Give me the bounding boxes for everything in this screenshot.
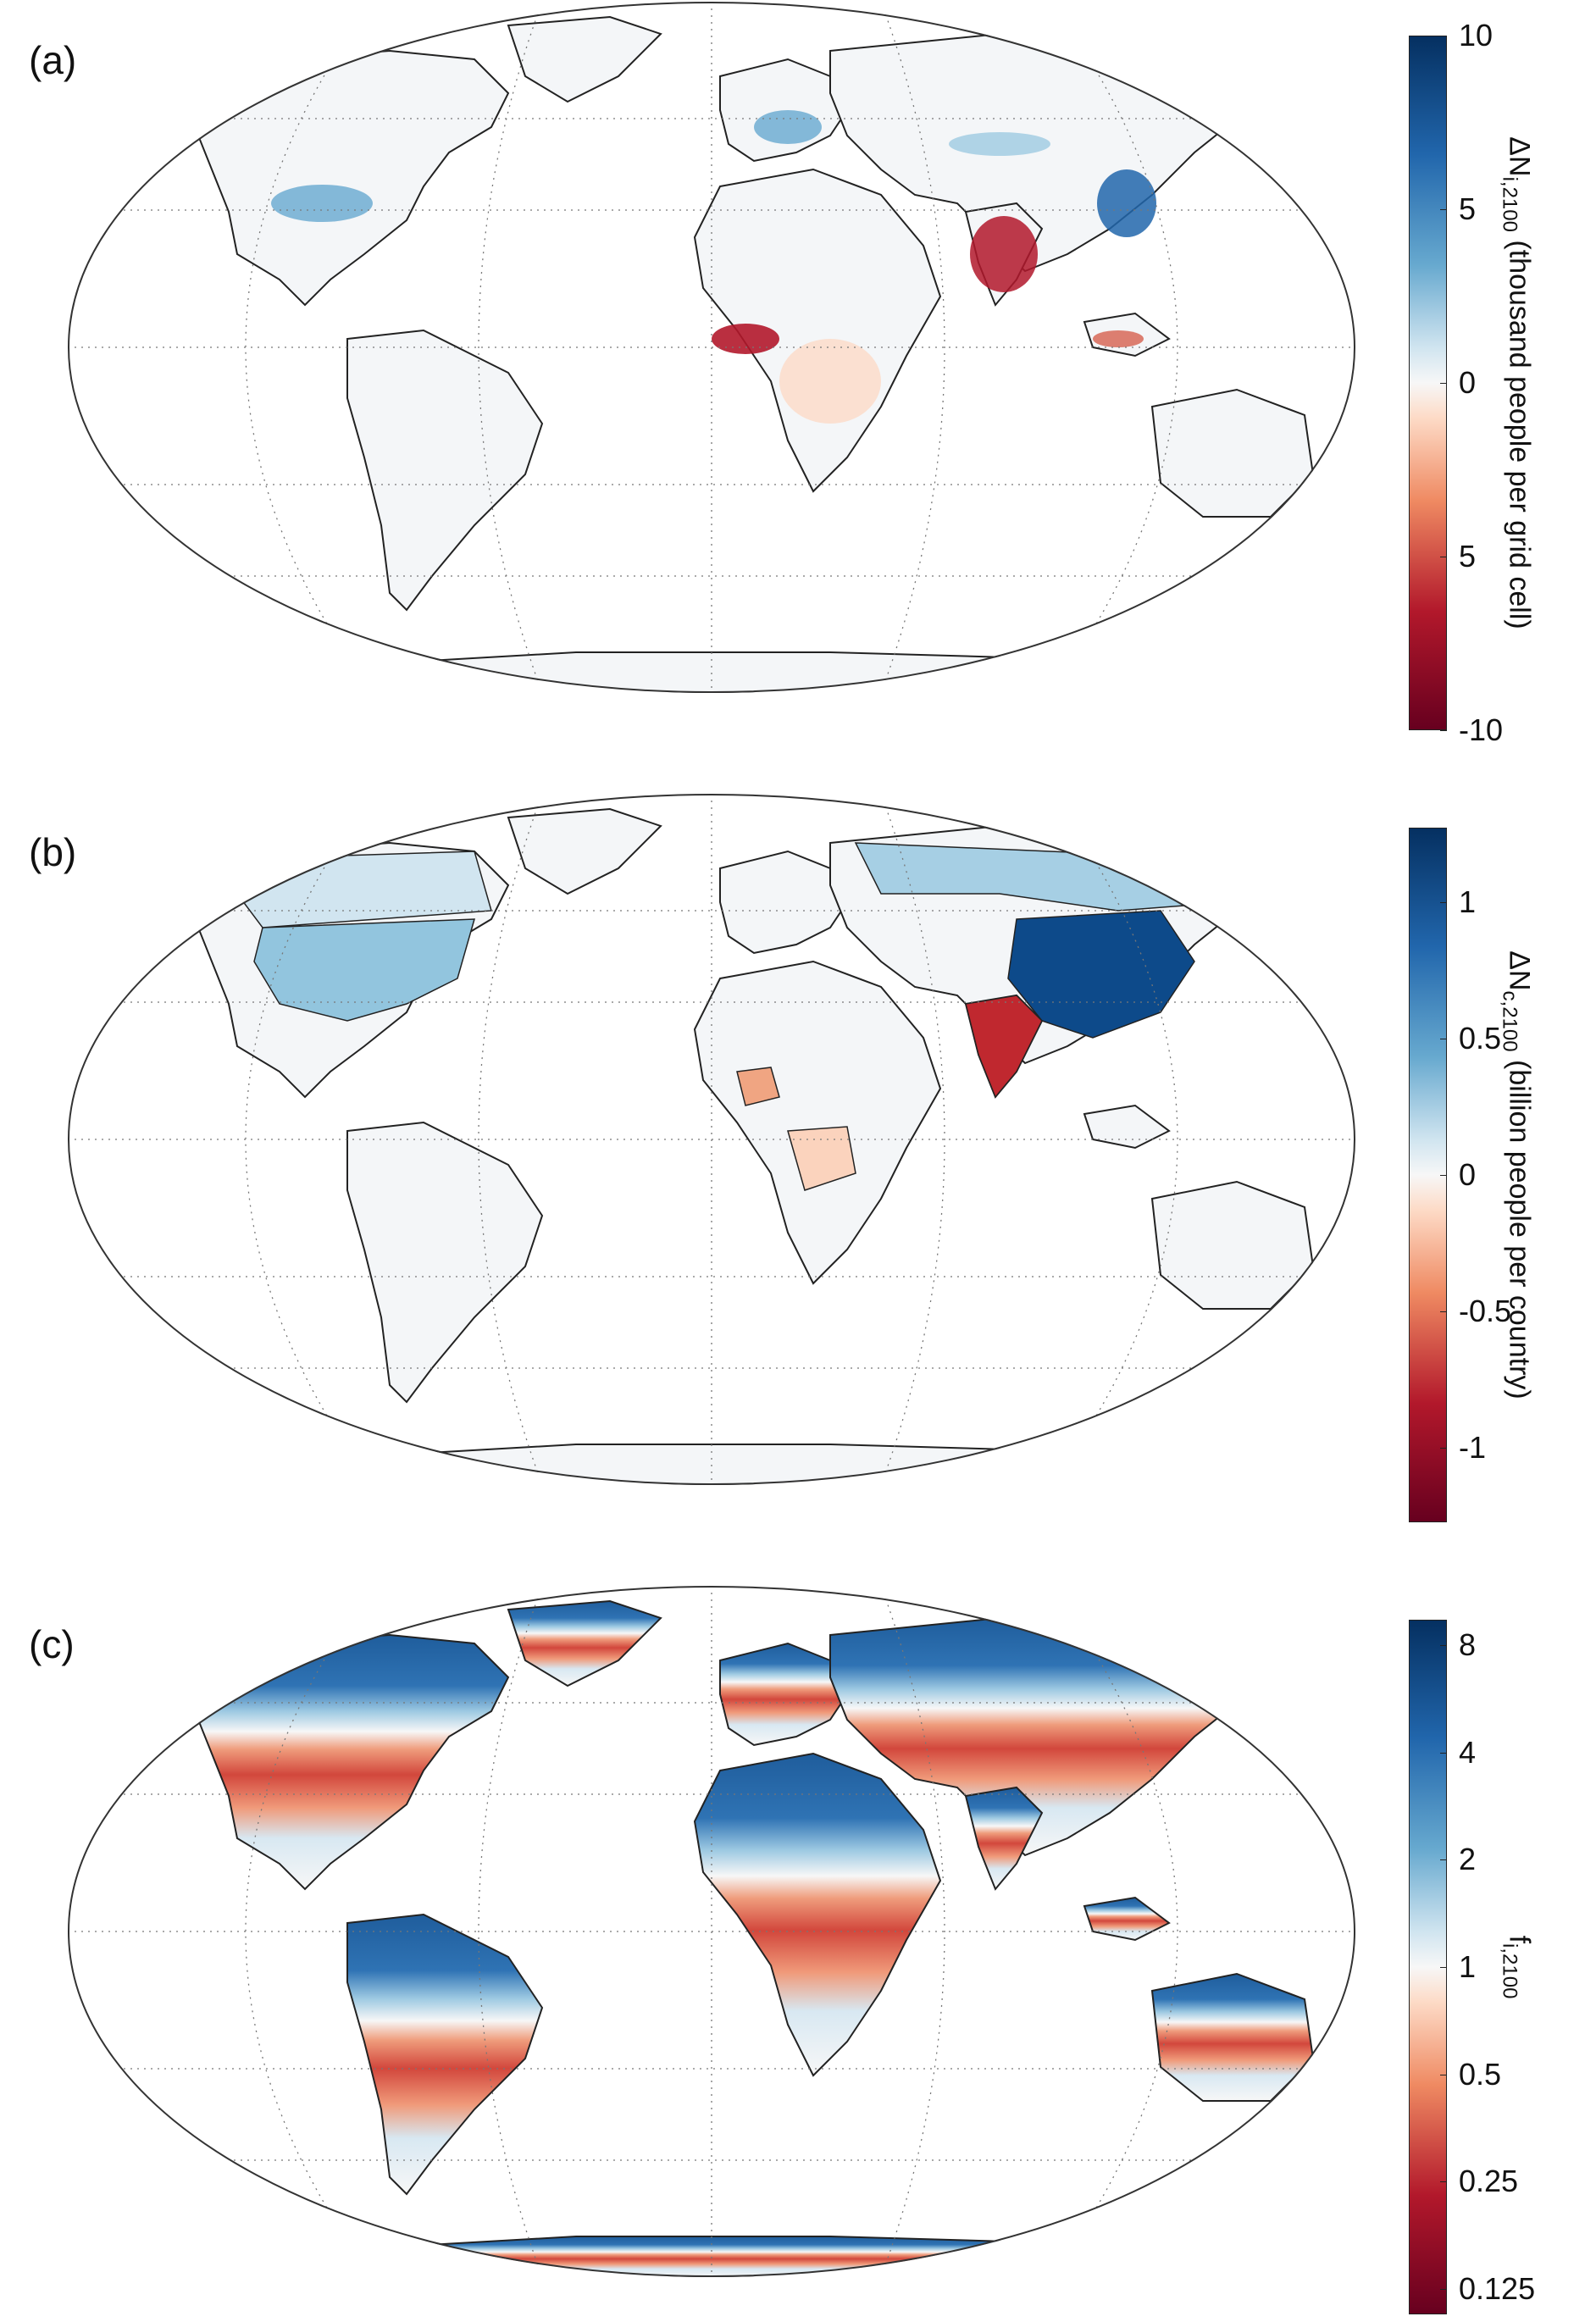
country-india <box>965 995 1043 1099</box>
tick-c-6: 0.125 <box>1459 2271 1536 2306</box>
tick-b-4: -1 <box>1459 1430 1487 1465</box>
country-usa <box>253 918 476 1022</box>
tick-c-4: 0.5 <box>1459 2057 1502 2092</box>
tick-a-0: 10 <box>1459 18 1493 53</box>
tick-a-2: 0 <box>1459 365 1477 400</box>
tick-c-5: 0.25 <box>1459 2164 1519 2198</box>
tick-c-0: 8 <box>1459 1627 1477 1662</box>
tick-a-1: 5 <box>1459 191 1477 226</box>
map-a <box>68 2 1355 693</box>
map-c <box>68 1586 1355 2277</box>
loss-hotspots <box>712 216 1144 424</box>
map-b <box>68 794 1355 1485</box>
panel-a: (a) 10 5 0 5 -10 ΔNi,2100 ( <box>0 0 1596 747</box>
country-china <box>1007 910 1195 1039</box>
tick-c-2: 2 <box>1459 1842 1477 1876</box>
panel-label-a: (a) <box>29 38 77 82</box>
tick-a-4: -10 <box>1459 712 1504 747</box>
panel-c: (c) 8 4 2 1 0.5 0.25 0.12 <box>0 1584 1596 2314</box>
tick-a-3: 5 <box>1459 539 1477 574</box>
panel-b: (b) 1 0.5 0 -0.5 -1 ΔNc,2100 (billion pe… <box>0 792 1596 1522</box>
country-drc <box>787 1126 856 1191</box>
tick-c-3: 1 <box>1459 1949 1477 1984</box>
colorbar-title-b: ΔNc,2100 (billion people per country) <box>1498 950 1536 1399</box>
tick-b-2: 0 <box>1459 1157 1477 1192</box>
gain-hotspots <box>271 110 1156 237</box>
tick-c-1: 4 <box>1459 1735 1477 1770</box>
tick-b-1: 0.5 <box>1459 1021 1502 1056</box>
colorbar-b <box>1409 828 1447 1522</box>
country-nigeria <box>736 1067 780 1106</box>
colorbar-title-c: fi,2100 <box>1498 1935 1536 1999</box>
panel-label-b: (b) <box>29 830 77 874</box>
tick-b-0: 1 <box>1459 884 1477 919</box>
tick-b-3: -0.5 <box>1459 1294 1512 1328</box>
panel-label-c: (c) <box>29 1622 75 1666</box>
colorbar-title-a: ΔNi,2100 (thousand people per grid cell) <box>1498 136 1536 629</box>
